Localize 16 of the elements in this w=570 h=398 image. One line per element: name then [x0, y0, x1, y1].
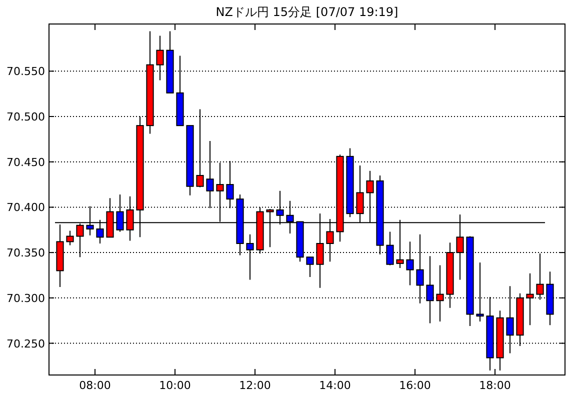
y-tick-label: 70.550 — [6, 65, 45, 78]
x-tick-label: 10:00 — [159, 379, 191, 392]
y-tick-label: 70.400 — [6, 201, 45, 214]
y-tick-label: 70.350 — [6, 246, 45, 260]
candlestick — [306, 256, 314, 278]
chart-title: NZドル円 15分足 [07/07 19:19] — [216, 5, 398, 19]
x-tick-label: 18:00 — [479, 379, 511, 392]
x-tick-label: 08:00 — [79, 379, 111, 392]
candlestick — [66, 230, 74, 246]
x-tick-label: 14:00 — [319, 379, 351, 392]
x-tick-label: 12:00 — [239, 379, 271, 392]
y-tick-label: 70.500 — [6, 110, 45, 124]
x-tick-label: 16:00 — [399, 379, 431, 392]
y-tick-label: 70.300 — [6, 292, 45, 305]
y-tick-label: 70.450 — [6, 156, 45, 169]
y-tick-label: 70.250 — [6, 337, 45, 350]
